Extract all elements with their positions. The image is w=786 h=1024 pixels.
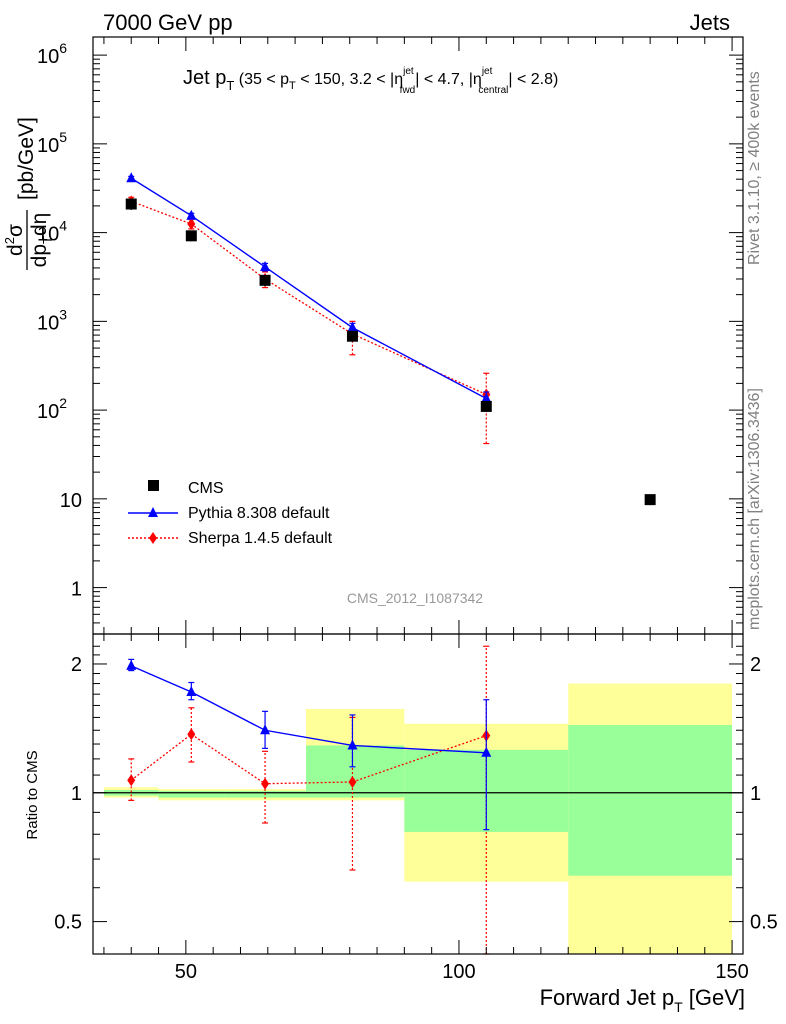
- ratio-y-tick-label-right: 0.5: [750, 912, 778, 934]
- title-part-2-sup: jet: [402, 66, 414, 77]
- ratio-y-tick-label-left: 2: [71, 654, 82, 676]
- y-tick-exponent: 3: [59, 306, 67, 322]
- ratio-panel: 0.5 0.5 1 1 2 2 50 100 150 Ratio to CMS Forward…: [24, 633, 778, 1015]
- cms-point: [185, 230, 197, 242]
- ratio-pythia-point: [186, 685, 197, 696]
- ratio-sherpa-point: [348, 775, 357, 788]
- rivet-version-label: Rivet 3.1.10, ≥ 400k events: [746, 71, 763, 265]
- pythia-point: [481, 392, 492, 403]
- legend-cms-marker: [148, 480, 159, 491]
- ratio-pythia-point: [260, 724, 271, 735]
- ylabel-denominator: dpTdη: [28, 213, 55, 268]
- cms-point: [480, 400, 492, 412]
- y-tick-label: 10: [60, 490, 82, 512]
- title-main-sub: T: [226, 78, 234, 93]
- title-part-3-sup: jet: [481, 66, 493, 77]
- pythia-point: [126, 172, 137, 183]
- cms-point: [346, 330, 358, 342]
- legend-pythia-marker: [148, 507, 158, 517]
- xlabel-main: Forward Jet p: [540, 985, 675, 1010]
- plot-title: Jet pT (35 < pT < 150, 3.2 < |ηjet fwd| <…: [183, 66, 558, 96]
- ylabel-numerator: d2σ: [2, 224, 27, 256]
- ylabel-num-sup: 2: [2, 237, 17, 244]
- main-marks: [125, 172, 656, 506]
- pythia-point: [186, 209, 197, 220]
- legend-sherpa-marker: [149, 532, 157, 544]
- uncertainty-band-inner: [158, 790, 225, 798]
- cms-point: [644, 494, 656, 506]
- y-tick-exponent: 6: [59, 40, 67, 56]
- ylabel-num-sigma: σ: [4, 224, 27, 237]
- y-tick-exponent: 5: [59, 129, 67, 145]
- x-tick-label: 50: [175, 961, 197, 983]
- header-energy: 7000 GeV pp: [103, 10, 233, 35]
- xlabel-sub: T: [674, 999, 683, 1015]
- x-tick-label: 100: [442, 961, 475, 983]
- x-axis-label: Forward Jet pT [GeV]: [540, 985, 745, 1015]
- ratio-pythia-point: [126, 659, 137, 670]
- title-part-3: | < 4.7, |η: [415, 71, 482, 88]
- ratio-sherpa-point: [187, 728, 196, 741]
- y-tick-exponent: 2: [59, 395, 67, 411]
- ylabel-den-eta: dη: [28, 213, 51, 236]
- uncertainty-band-inner: [568, 725, 733, 876]
- legend-cms-label: CMS: [188, 480, 224, 497]
- title-part-2: < 150, 3.2 < |η: [296, 71, 403, 88]
- y-tick-exponent: 4: [59, 218, 67, 234]
- ratio-x-axis: 50 100 150: [103, 634, 749, 983]
- ylabel-den-dp: dp: [28, 244, 51, 267]
- ratio-pythia-point: [481, 746, 492, 757]
- pythia-point: [260, 260, 271, 271]
- title-part-1: (35 < p: [234, 71, 289, 88]
- ratio-y-tick-label-right: 2: [750, 654, 761, 676]
- ratio-y-tick-label-left: 0.5: [54, 912, 82, 934]
- ylabel-den-sub: T: [40, 236, 55, 244]
- legend-sherpa-label: Sherpa 1.4.5 default: [188, 530, 333, 547]
- y-tick-label: 105: [37, 129, 67, 157]
- ylabel-num-d: d: [4, 244, 27, 256]
- title-part-2-sub: fwd: [400, 85, 416, 96]
- cms-point: [125, 198, 137, 210]
- uncertainty-band-inner: [306, 745, 405, 798]
- ratio-pythia-point: [347, 739, 358, 750]
- header-category: Jets: [690, 10, 730, 35]
- ratio-frame: [92, 633, 744, 955]
- ratio-sherpa-point: [261, 777, 270, 790]
- title-part-3-sub: central: [478, 85, 508, 96]
- y-tick-label: 102: [37, 395, 67, 423]
- x-tick-label: 150: [715, 961, 748, 983]
- ratio-marks: [93, 645, 743, 955]
- y-tick-label: 1: [71, 579, 82, 601]
- main-x-ticks: [103, 37, 733, 634]
- ratio-y-tick-label-left: 1: [71, 783, 82, 805]
- cms-point: [259, 274, 271, 286]
- sherpa-point: [187, 218, 196, 231]
- ratio-sherpa-point: [127, 774, 136, 787]
- xlabel-unit: [GeV]: [683, 985, 745, 1010]
- analysis-watermark: CMS_2012_I1087342: [347, 590, 483, 606]
- y-tick-label: 104: [37, 218, 67, 246]
- y-tick-label: 106: [37, 40, 67, 68]
- main-y-axis-label: d2σ dpTdη [pb/GeV]: [2, 117, 55, 270]
- main-y-axis: 1 10 102 103 104 105 106: [37, 40, 743, 635]
- title-main: Jet p: [183, 67, 226, 89]
- legend: CMS Pythia 8.308 default Sherpa 1.4.5 de…: [128, 480, 333, 547]
- pythia-point: [347, 321, 358, 332]
- mcplots-label: mcplots.cern.ch [arXiv:1306.3436]: [746, 388, 763, 630]
- title-part-1-sub: T: [289, 80, 296, 92]
- ylabel-unit: [pb/GeV]: [15, 117, 38, 200]
- title-part-4: | < 2.8): [508, 71, 558, 88]
- legend-pythia-label: Pythia 8.308 default: [188, 505, 330, 522]
- ratio-y-axis-label: Ratio to CMS: [24, 750, 41, 839]
- ratio-y-tick-label-right: 1: [750, 783, 761, 805]
- y-tick-label: 103: [37, 306, 67, 334]
- ratio-y-axis: 0.5 0.5 1 1 2 2: [54, 645, 778, 934]
